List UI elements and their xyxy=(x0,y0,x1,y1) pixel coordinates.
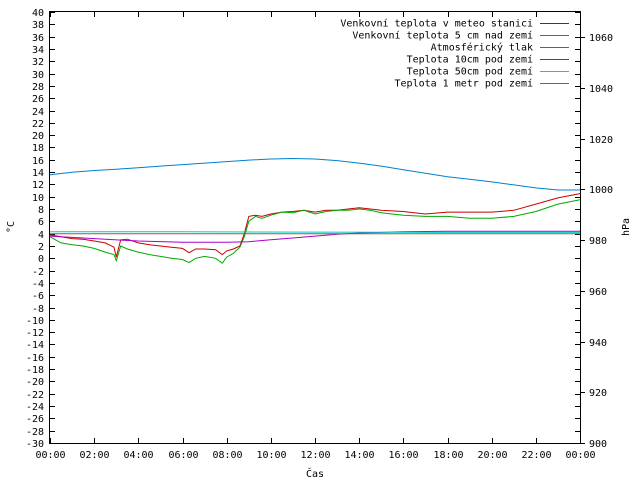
x-axis-label: Čas xyxy=(306,467,324,480)
x-tick-label: 04:00 xyxy=(123,450,153,461)
y2-axis-label: hPa xyxy=(621,218,632,236)
series-line-1 xyxy=(49,199,581,264)
y-tick-label: 18 xyxy=(32,143,44,154)
y-tick-label: -30 xyxy=(26,439,44,450)
legend-label-0: Venkovní teplota v meteo stanici xyxy=(340,18,533,30)
x-tick-label: 08:00 xyxy=(212,450,242,461)
y-tick-label: 36 xyxy=(32,33,44,44)
y-tick-label: -10 xyxy=(26,316,44,327)
y-tick-label: -22 xyxy=(26,390,44,401)
legend: Venkovní teplota v meteo staniciVenkovní… xyxy=(340,18,569,90)
y-tick-label: 2 xyxy=(38,242,44,253)
series-line-0 xyxy=(49,193,581,258)
x-tick-label: 00:00 xyxy=(565,450,595,461)
y-tick-label: 38 xyxy=(32,20,44,31)
y-tick-label: 10 xyxy=(32,193,44,204)
y-tick-label: 32 xyxy=(32,57,44,68)
y-tick-label: 20 xyxy=(32,131,44,142)
y-tick-label: 26 xyxy=(32,94,44,105)
y-tick-label: 12 xyxy=(32,180,44,191)
y2-tick-label: 920 xyxy=(589,388,607,399)
y2-tick-label: 980 xyxy=(589,236,607,247)
series-line-4 xyxy=(50,231,580,233)
y-tick-label: 40 xyxy=(32,8,44,19)
y-tick-label: 30 xyxy=(32,70,44,81)
series-line-2 xyxy=(49,157,580,191)
y-axis-label: °C xyxy=(6,221,17,233)
x-tick-label: 18:00 xyxy=(433,450,463,461)
y-tick-label: 16 xyxy=(32,156,44,167)
x-tick-label: 10:00 xyxy=(256,450,286,461)
y-tick-label: -24 xyxy=(26,402,44,413)
legend-label-4: Teplota 50cm pod zemí xyxy=(407,66,533,78)
y-tick-label: -4 xyxy=(32,279,44,290)
legend-label-1: Venkovní teplota 5 cm nad zemí xyxy=(352,30,533,42)
y-tick-label: -12 xyxy=(26,328,44,339)
x-tick-label: 12:00 xyxy=(300,450,330,461)
y-tick-label: 6 xyxy=(38,217,44,228)
y-tick-label: -2 xyxy=(32,267,44,278)
y-tick-label: 8 xyxy=(38,205,44,216)
y-tick-label: -14 xyxy=(26,340,44,351)
x-tick-label: 06:00 xyxy=(168,450,198,461)
y-tick-label: -26 xyxy=(26,414,44,425)
y-tick-label: -18 xyxy=(26,365,44,376)
x-axis-ticks: 00:00 02:00 04:00 06:00 08:00 10:00 12:00 14:00… xyxy=(35,12,596,461)
y-tick-label: 14 xyxy=(32,168,44,179)
y-tick-label: 0 xyxy=(38,254,44,265)
series-line-3 xyxy=(49,230,580,243)
x-tick-label: 20:00 xyxy=(477,450,507,461)
y-tick-label: -16 xyxy=(26,353,44,364)
legend-label-3: Teplota 10cm pod zemí xyxy=(407,54,533,66)
plot-frame xyxy=(49,11,581,444)
x-tick-label: 16:00 xyxy=(388,450,418,461)
y-tick-label: 34 xyxy=(32,45,44,56)
x-tick-label: 22:00 xyxy=(521,450,551,461)
x-tick-label: 00:00 xyxy=(35,450,65,461)
y-tick-label: 28 xyxy=(32,82,44,93)
y2-axis-ticks: 900 920 940 960 980 1000 1020 1040 1060 xyxy=(580,33,613,450)
y-tick-label: -28 xyxy=(26,427,44,438)
x-tick-label: 02:00 xyxy=(79,450,109,461)
legend-label-2: Atmosférický tlak xyxy=(431,42,533,54)
y-tick-label: 22 xyxy=(32,119,44,130)
y-tick-label: -6 xyxy=(32,291,44,302)
y-tick-label: -20 xyxy=(26,377,44,388)
y-tick-label: -8 xyxy=(32,304,44,315)
y2-tick-label: 1040 xyxy=(589,84,613,95)
x-tick-label: 14:00 xyxy=(344,450,374,461)
y-axis-ticks: -30-28-26-24-22-20-18-16-14-12-10-8-6-4-… xyxy=(26,8,580,450)
series-lines xyxy=(49,157,581,264)
y-tick-label: 24 xyxy=(32,107,44,118)
y2-tick-label: 1060 xyxy=(589,33,613,44)
y2-tick-label: 1020 xyxy=(589,135,613,146)
y-tick-label: 4 xyxy=(38,230,44,241)
y2-tick-label: 960 xyxy=(589,287,607,298)
y2-tick-label: 900 xyxy=(589,439,607,450)
legend-label-5: Teplota 1 metr pod zemí xyxy=(395,78,533,90)
y2-tick-label: 1000 xyxy=(589,185,613,196)
y2-tick-label: 940 xyxy=(589,338,607,349)
